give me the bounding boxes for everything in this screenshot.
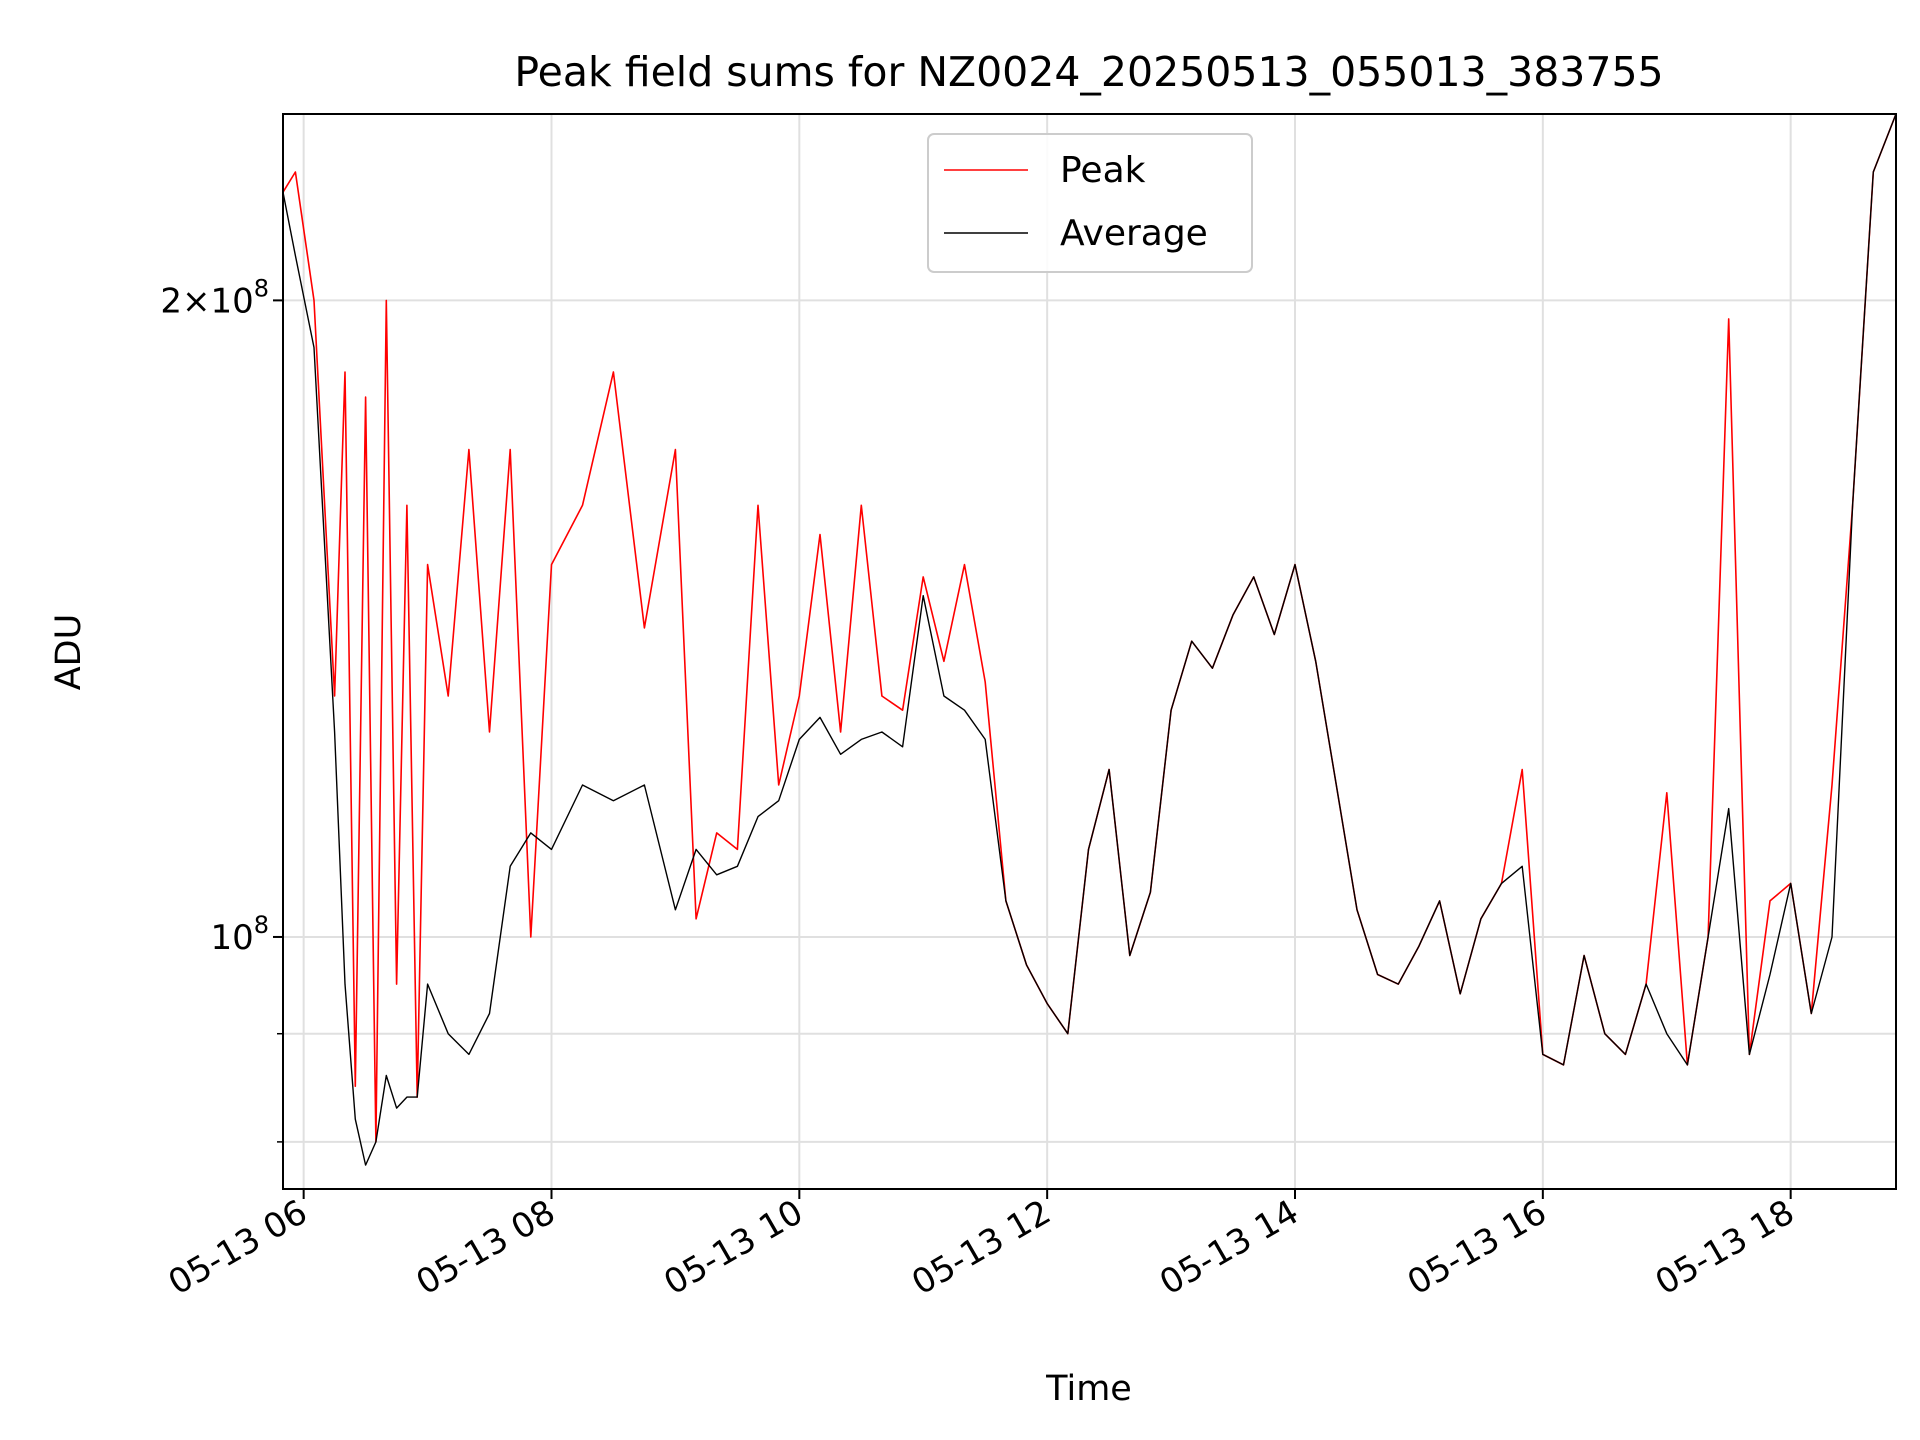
legend: Peak Average — [927, 133, 1253, 273]
x-axis-label: Time — [1045, 1369, 1132, 1409]
legend-box — [927, 133, 1253, 273]
y-tick-base: 2×10 — [160, 281, 253, 321]
plot-area — [282, 113, 1897, 1166]
y-tick-exponent: 8 — [254, 911, 269, 939]
y-tick-label: 108 — [210, 911, 269, 958]
grid — [283, 114, 1896, 1189]
legend-average-label: Average — [1060, 213, 1208, 254]
y-tick-exponent: 8 — [254, 274, 269, 302]
y-tick-base: 10 — [210, 918, 253, 958]
legend-peak-label: Peak — [1060, 150, 1146, 191]
y-axis-label: ADU — [49, 614, 89, 691]
y-tick-label: 2×108 — [160, 274, 269, 321]
chart-title: Peak field sums for NZ0024_20250513_0550… — [514, 48, 1663, 96]
axes-frame — [282, 113, 1897, 1190]
series-line-average — [282, 113, 1897, 1166]
